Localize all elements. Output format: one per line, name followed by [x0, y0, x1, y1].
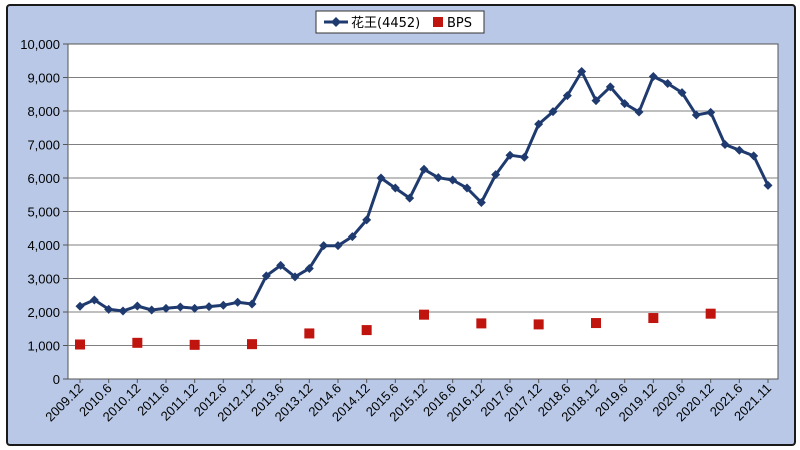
y-tick-label: 10,000	[20, 37, 60, 52]
price-point	[706, 107, 716, 117]
price-point	[405, 193, 415, 203]
price-point	[161, 303, 171, 313]
price-point	[261, 271, 271, 281]
price-point	[104, 304, 114, 314]
price-point	[247, 299, 257, 309]
price-point	[505, 150, 515, 160]
price-point	[562, 91, 572, 101]
price-point	[763, 180, 773, 190]
y-tick-label: 8,000	[27, 104, 60, 119]
price-point	[677, 88, 687, 98]
price-point	[89, 295, 99, 305]
price-point	[433, 173, 443, 183]
price-point	[347, 232, 357, 242]
price-point	[304, 263, 314, 273]
price-point	[519, 152, 529, 162]
x-tick-label: 2009.12	[42, 381, 86, 425]
y-tick-label: 0	[53, 372, 60, 387]
y-tick-label: 6,000	[27, 171, 60, 186]
price-point	[419, 164, 429, 174]
price-point	[734, 145, 744, 155]
price-point	[362, 215, 372, 225]
price-point	[548, 107, 558, 117]
price-point	[448, 175, 458, 185]
legend-diamond-marker	[331, 17, 341, 27]
price-point	[390, 183, 400, 193]
price-point	[190, 303, 200, 313]
y-tick-label: 9,000	[27, 71, 60, 86]
price-point	[75, 301, 85, 311]
price-point	[147, 305, 157, 315]
price-point	[749, 151, 759, 161]
price-point	[605, 82, 615, 92]
legend-label: BPS	[447, 16, 472, 31]
y-tick-label: 7,000	[27, 138, 60, 153]
price-point	[462, 183, 472, 193]
price-point	[175, 302, 185, 312]
y-tick-label: 2,000	[27, 305, 60, 320]
bps-point	[189, 339, 200, 350]
bps-point	[304, 328, 315, 339]
bps-point	[419, 309, 429, 320]
price-point	[233, 297, 243, 307]
bps-point	[533, 319, 544, 330]
price-point	[663, 79, 673, 89]
y-tick-label: 3,000	[27, 272, 60, 287]
price-point	[648, 71, 658, 81]
bps-point	[705, 308, 716, 319]
price-point	[290, 272, 300, 282]
price-point	[132, 301, 142, 311]
bps-point	[361, 325, 372, 336]
price-point	[691, 110, 701, 120]
price-point	[591, 96, 601, 106]
price-point	[577, 66, 587, 76]
price-point	[620, 99, 630, 109]
y-tick-label: 4,000	[27, 238, 60, 253]
price-point	[276, 260, 286, 270]
bps-point	[75, 339, 85, 350]
price-point	[218, 300, 228, 310]
legend-square-marker	[433, 17, 443, 27]
bps-point	[591, 318, 601, 329]
price-point	[376, 173, 386, 183]
price-point	[204, 302, 214, 312]
price-point	[720, 140, 730, 149]
price-point	[319, 241, 329, 251]
y-tick-label: 1,000	[27, 339, 60, 354]
bps-point	[476, 318, 487, 329]
price-point	[333, 241, 343, 251]
bps-point	[247, 339, 257, 350]
price-point	[118, 306, 128, 316]
price-point	[476, 197, 486, 207]
price-point	[634, 107, 644, 117]
bps-point	[648, 313, 659, 324]
legend	[315, 10, 485, 34]
bps-point	[132, 337, 143, 348]
legend-label: 花王(4452)	[351, 15, 420, 31]
price-point	[491, 170, 501, 180]
y-tick-label: 5,000	[27, 205, 60, 220]
price-point	[534, 119, 544, 129]
